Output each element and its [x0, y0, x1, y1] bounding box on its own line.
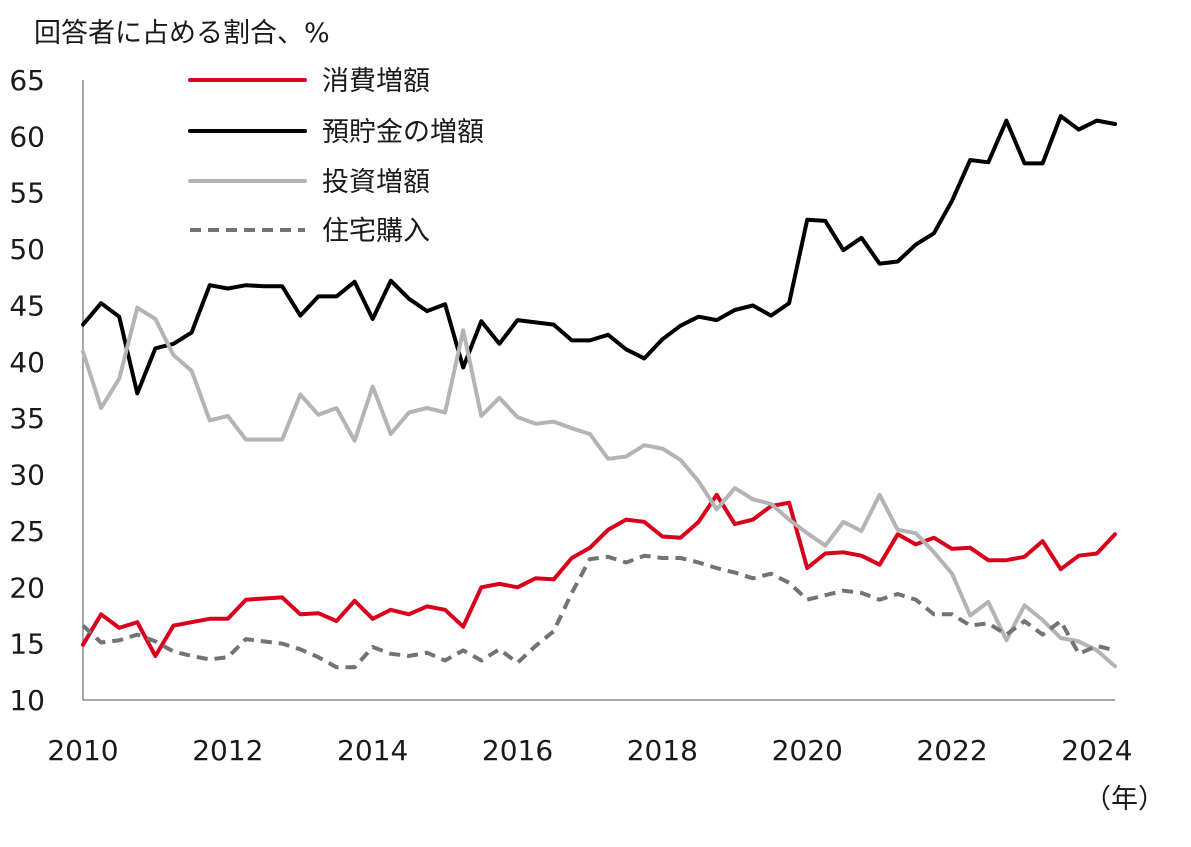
y-tick-label: 50 — [9, 233, 45, 266]
x-tick-label: 2024 — [1061, 734, 1132, 767]
y-tick-label: 55 — [9, 177, 45, 210]
series-line-4 — [81, 553, 1116, 670]
series-line-3 — [81, 305, 1117, 669]
x-tick-label: 2020 — [772, 734, 843, 767]
series-line-2 — [81, 114, 1117, 396]
y-tick-label: 35 — [9, 402, 45, 435]
y-tick-label: 20 — [9, 571, 45, 604]
y-tick-label: 45 — [9, 289, 45, 322]
y-axis-title: 回答者に占める割合、% — [34, 18, 330, 49]
legend-label: 投資増額 — [322, 167, 430, 198]
x-tick-labels: 2010 2012 2014 2016 2018 2020 2022 2024 — [47, 734, 1132, 767]
series-lines — [81, 114, 1117, 670]
x-tick-label: 2014 — [337, 734, 408, 767]
legend-label: 住宅購入 — [322, 216, 430, 247]
series-line-1 — [81, 492, 1117, 658]
y-tick-label: 60 — [9, 120, 45, 153]
y-tick-labels: 10 15 20 25 30 35 40 45 50 55 60 65 — [9, 64, 45, 717]
legend-label: 消費増額 — [322, 66, 430, 97]
x-axis-unit-label: （年） — [1084, 784, 1165, 815]
legend-label: 預貯金の増額 — [322, 117, 484, 148]
x-tick-label: 2012 — [192, 734, 263, 767]
y-tick-label: 65 — [9, 64, 45, 97]
y-tick-label: 15 — [9, 628, 45, 661]
axes — [82, 80, 1115, 701]
x-tick-label: 2022 — [916, 734, 987, 767]
y-tick-label: 40 — [9, 346, 45, 379]
y-tick-label: 30 — [9, 459, 45, 492]
x-tick-label: 2018 — [627, 734, 698, 767]
x-tick-label: 2010 — [47, 734, 118, 767]
y-tick-label: 25 — [9, 515, 45, 548]
y-tick-label: 10 — [9, 684, 45, 717]
x-tick-label: 2016 — [482, 734, 553, 767]
